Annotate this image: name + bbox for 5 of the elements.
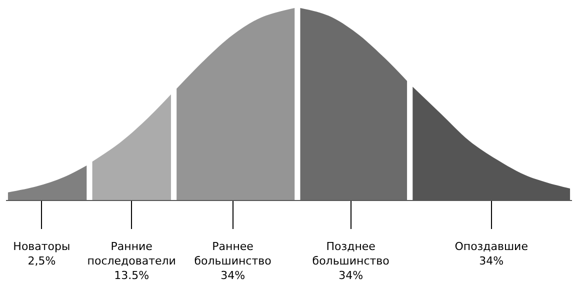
- x-tick-label: Позднее большинство 34%: [312, 240, 390, 282]
- x-tick-label: Новаторы 2,5%: [13, 240, 70, 268]
- x-tick-label: Раннее большинство 34%: [194, 240, 272, 282]
- x-tick-label: Опоздавшие 34%: [454, 240, 528, 268]
- x-tick-label: Ранние последователи 13.5%: [87, 240, 176, 282]
